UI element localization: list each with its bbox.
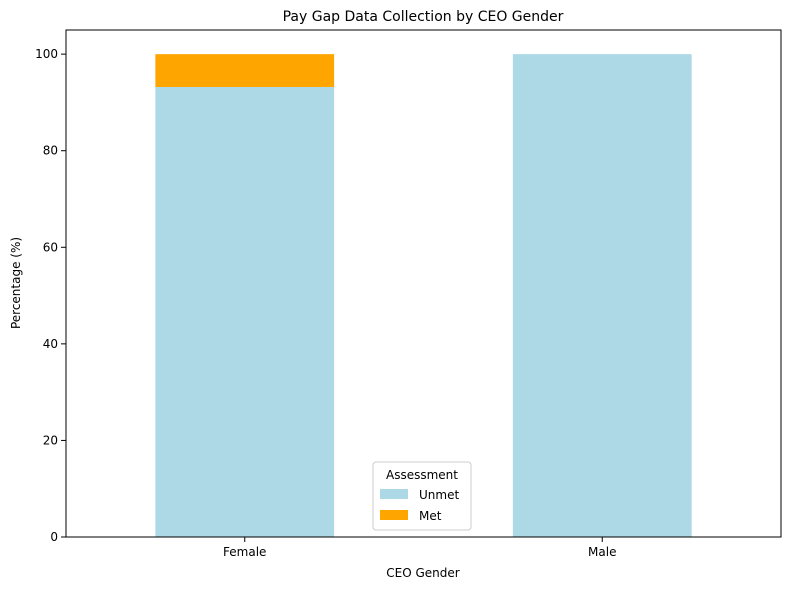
legend-swatch-met xyxy=(380,510,408,520)
y-tick-label: 40 xyxy=(43,337,58,351)
x-axis: Female Male xyxy=(223,537,616,559)
y-tick-label: 20 xyxy=(43,433,58,447)
bar-female-unmet xyxy=(155,86,335,537)
y-tick-label: 0 xyxy=(50,530,58,544)
bar-male-unmet xyxy=(512,54,692,538)
x-tick-label: Female xyxy=(223,545,266,559)
legend-label-met: Met xyxy=(419,509,442,523)
y-axis-label: Percentage (%) xyxy=(9,237,23,329)
y-axis: 0 20 40 60 80 100 xyxy=(35,47,66,544)
y-tick-label: 100 xyxy=(35,47,58,61)
legend-title: Assessment xyxy=(386,468,458,482)
y-tick-label: 60 xyxy=(43,240,58,254)
legend-label-unmet: Unmet xyxy=(419,488,459,502)
y-tick-label: 80 xyxy=(43,144,58,158)
bars-group xyxy=(155,54,692,538)
x-axis-label: CEO Gender xyxy=(386,566,460,580)
legend: Assessment Unmet Met xyxy=(372,461,472,531)
chart-title: Pay Gap Data Collection by CEO Gender xyxy=(283,9,564,25)
bar-female-met xyxy=(155,54,335,87)
legend-swatch-unmet xyxy=(380,489,408,499)
plot-frame xyxy=(65,29,782,538)
x-tick-label: Male xyxy=(588,545,616,559)
